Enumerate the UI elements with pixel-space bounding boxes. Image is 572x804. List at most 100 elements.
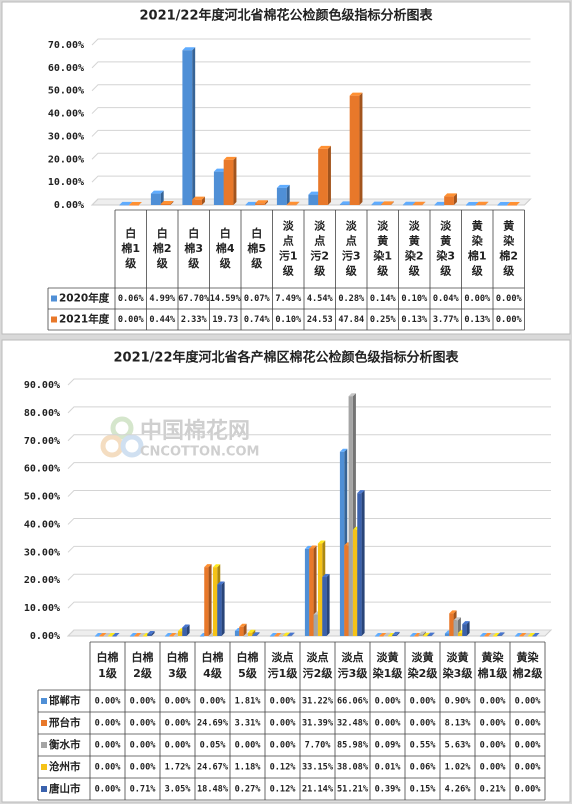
bar-top — [444, 193, 457, 197]
bar — [212, 567, 218, 636]
grid-line — [67, 434, 551, 442]
data-label: 0.00% — [375, 719, 402, 729]
bar-side — [170, 200, 174, 205]
bar — [276, 187, 287, 205]
data-label: 0.12% — [270, 785, 297, 795]
data-label: 0.00% — [410, 697, 437, 707]
bar — [348, 396, 353, 636]
bar-side — [466, 621, 470, 636]
bar-top — [497, 632, 505, 636]
grid-line — [67, 378, 551, 386]
bar — [182, 627, 187, 636]
data-label: 5.63% — [445, 741, 472, 751]
bar-top — [453, 617, 461, 621]
data-label: 0.00% — [496, 315, 523, 325]
bar-top — [523, 633, 531, 636]
bar-side — [390, 201, 394, 205]
bar — [409, 636, 415, 637]
bar-top — [318, 145, 331, 149]
bar — [497, 205, 508, 206]
y-tick-label: 60.00% — [24, 464, 60, 475]
bar-top — [348, 393, 356, 397]
grid-line — [91, 152, 531, 160]
data-label: 0.00% — [118, 315, 145, 325]
bar-top — [484, 633, 492, 636]
grid-line — [67, 517, 551, 525]
bar — [523, 636, 528, 637]
data-label: 0.00% — [270, 741, 297, 751]
watermark: 中国棉花网 — [140, 418, 250, 444]
data-label: 0.00% — [235, 741, 262, 751]
data-label: 31.22% — [302, 697, 334, 707]
data-label: 0.00% — [515, 785, 542, 795]
data-label: 0.00% — [515, 719, 542, 729]
data-label: 19.73 — [212, 315, 238, 325]
bar — [217, 584, 222, 636]
bar — [177, 631, 183, 636]
bar-side — [422, 631, 426, 636]
y-tick-label: 10.00% — [48, 177, 84, 188]
bar-top — [465, 202, 479, 205]
data-label: 38.08% — [337, 763, 369, 773]
data-label: 0.15% — [410, 785, 437, 795]
bar-top — [255, 200, 268, 204]
bar — [402, 204, 413, 206]
bar-top — [349, 92, 363, 96]
bar-top — [462, 621, 470, 625]
bar-top — [169, 633, 177, 636]
bar — [173, 636, 178, 637]
bar-side — [326, 574, 330, 636]
bar-top — [150, 190, 164, 194]
bar-top — [409, 633, 418, 636]
bar — [199, 636, 205, 637]
bar-top — [422, 632, 431, 636]
bar-side — [208, 564, 212, 636]
legend-swatch — [41, 742, 47, 748]
bar-top — [492, 633, 501, 636]
data-label: 0.21% — [480, 785, 507, 795]
data-label: 0.00% — [165, 719, 192, 729]
data-label: 0.00% — [270, 697, 297, 707]
legend-swatch — [41, 786, 47, 792]
data-label: 0.10% — [401, 294, 428, 304]
bar-top — [497, 202, 511, 205]
bar-top — [475, 201, 489, 205]
data-label: 0.28% — [338, 294, 365, 304]
bar — [278, 636, 283, 637]
data-label: 4.54% — [307, 294, 334, 304]
data-label: 0.55% — [410, 741, 437, 751]
data-label: 0.27% — [235, 785, 262, 795]
bar — [99, 636, 104, 637]
bar-top — [379, 633, 387, 636]
bar — [349, 95, 360, 205]
bar — [322, 577, 327, 636]
data-label: 0.00% — [480, 697, 507, 707]
bar — [383, 635, 388, 637]
data-label: 0.00% — [464, 294, 491, 304]
bar-top — [309, 545, 317, 549]
bar — [434, 204, 445, 206]
bar — [213, 171, 224, 205]
data-label: 0.00% — [515, 741, 542, 751]
data-label: 0.00% — [410, 719, 437, 729]
data-label: 0.00% — [95, 697, 122, 707]
x-tick-label: 淡黄染3级 — [443, 650, 474, 680]
bar — [475, 204, 486, 206]
data-label: 14.59% — [210, 294, 242, 304]
bar — [514, 636, 520, 637]
bar-top — [392, 631, 400, 635]
data-label: 0.44% — [149, 315, 176, 325]
bar — [269, 636, 275, 637]
chart-title: 2021/22年度河北省各产棉区棉花公检颜色级指标分析图表 — [113, 350, 459, 366]
bar — [129, 205, 139, 206]
data-label: 0.13% — [401, 315, 428, 325]
bar-top — [160, 200, 174, 204]
data-label: 0.01% — [375, 763, 402, 773]
bar-top — [119, 201, 133, 205]
data-label: 0.00% — [130, 697, 157, 707]
bar — [507, 205, 517, 206]
